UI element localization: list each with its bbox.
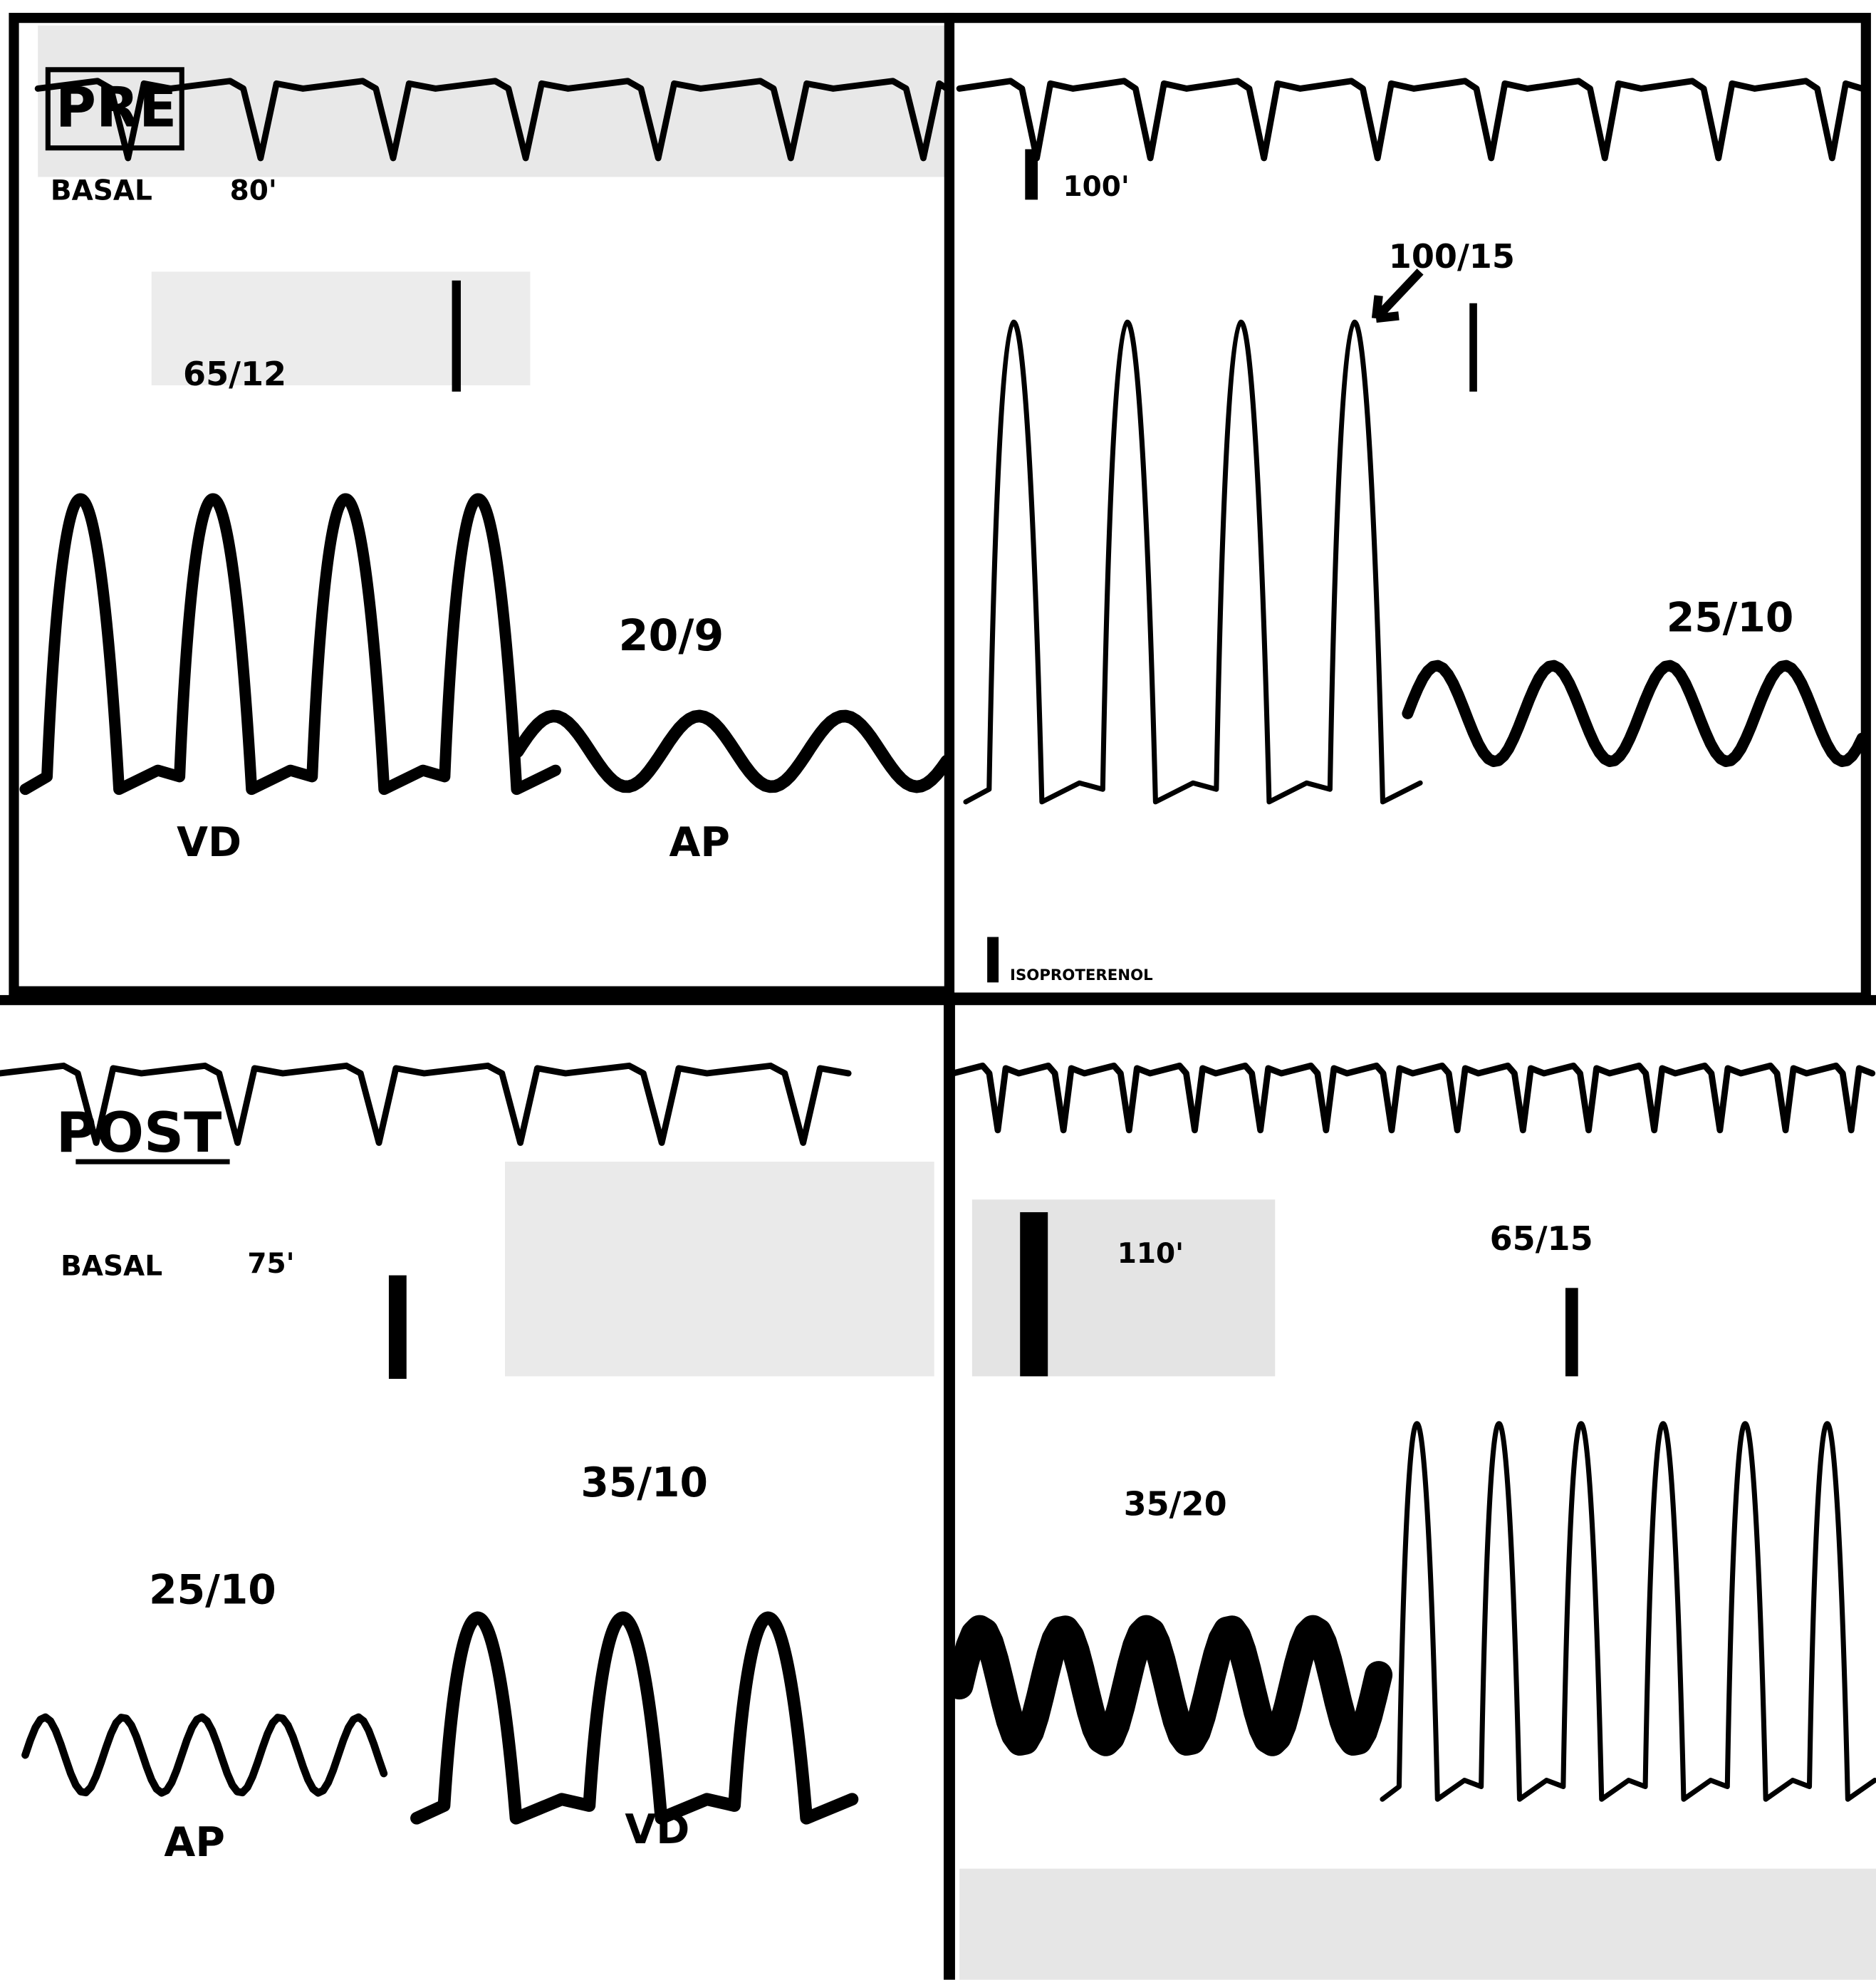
pressure: 65/15 <box>1490 1219 1593 1258</box>
scan-shade <box>959 1868 1876 1980</box>
ecg-trace <box>0 1062 852 1146</box>
trace-label: VD <box>625 1806 689 1853</box>
trace-label: AP <box>164 1819 224 1866</box>
pressure: 20/9 <box>619 611 724 661</box>
title-box <box>45 67 184 151</box>
calibration-mark <box>452 280 461 392</box>
scan-shade <box>505 1162 934 1377</box>
drug-label: ISOPROTERENOL <box>1010 966 1153 984</box>
scan-shade <box>971 1199 1276 1377</box>
ventricular-trace <box>1380 1421 1876 1802</box>
calibration-mark <box>1025 149 1038 200</box>
pressure: 35/10 <box>580 1459 708 1506</box>
ecg-trace <box>949 1062 1876 1134</box>
pressure: 35/20 <box>1124 1484 1227 1523</box>
calibration-mark <box>1020 1212 1048 1377</box>
pressure: 25/10 <box>149 1566 276 1613</box>
panel-title: POST <box>56 1101 222 1165</box>
trace-label: AP <box>669 819 729 866</box>
arterial-trace <box>511 709 954 793</box>
ecg-trace <box>956 78 1865 162</box>
pressure: 25/10 <box>1667 595 1794 642</box>
injection-mark <box>987 937 999 983</box>
calibration-mark <box>1469 303 1477 392</box>
ventricular-trace <box>963 319 1423 805</box>
heart-rate: 100' <box>1063 171 1129 203</box>
calibration-mark <box>388 1275 407 1379</box>
trace-label: VD <box>177 819 241 866</box>
arterial-trace <box>1402 660 1868 767</box>
arterial-trace <box>945 1615 1393 1756</box>
arrow <box>1371 269 1424 323</box>
heart-rate: 75' <box>247 1248 294 1280</box>
ventricular-trace <box>19 493 561 796</box>
pressure: 65/12 <box>183 355 286 393</box>
ventricular-trace <box>410 1611 859 1825</box>
panel-title: PRE <box>56 76 177 140</box>
heart-rate: 110' <box>1117 1238 1184 1270</box>
traces <box>0 78 1876 1825</box>
scan-shade <box>151 271 531 385</box>
pressure: 100/15 <box>1389 237 1515 276</box>
condition: BASAL <box>61 1251 162 1283</box>
ecg-trace <box>34 78 950 162</box>
calibration-mark <box>1565 1288 1578 1377</box>
heart-rate: 80' <box>230 174 277 207</box>
condition: BASAL <box>51 174 152 207</box>
arterial-trace <box>21 1713 388 1797</box>
